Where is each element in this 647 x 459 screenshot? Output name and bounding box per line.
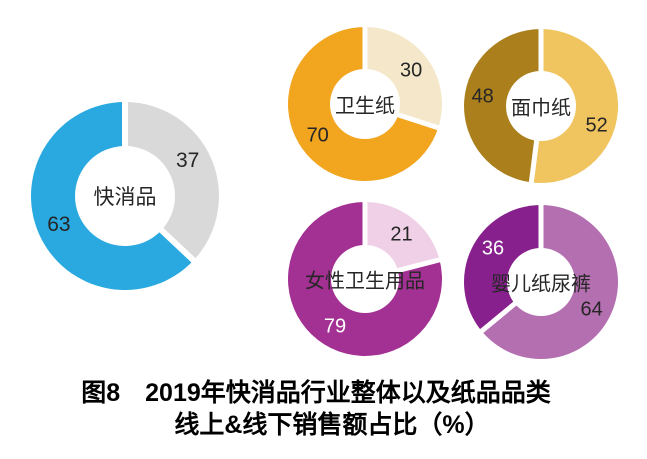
slice-value-label: 30	[399, 59, 423, 81]
donut-title: 女性卫生用品	[305, 270, 425, 293]
figure-caption: 图8 2019年快消品行业整体以及纸品品类 线上&线下销售额占比（%）	[4, 377, 628, 441]
donut-title: 婴儿纸尿裤	[491, 273, 591, 296]
donut-hole	[507, 248, 575, 316]
slice-value-label: 63	[47, 212, 71, 236]
donut-hole	[331, 245, 399, 313]
slice-value-label: 21	[390, 223, 413, 246]
donut-slice	[464, 29, 541, 183]
donut-title: 卫生纸	[335, 95, 395, 118]
slice-value-label: 37	[176, 148, 200, 172]
slice-value-label: 52	[585, 114, 608, 137]
slice-value-label: 36	[481, 237, 505, 260]
slice-value-label: 48	[471, 85, 494, 108]
caption-line-1: 图8 2019年快消品行业整体以及纸品品类	[81, 379, 551, 407]
donut-title: 快消品	[93, 186, 157, 209]
donut-hole	[506, 71, 576, 141]
donut-hole	[75, 146, 175, 246]
donut-hole	[330, 69, 400, 139]
donut-slice	[464, 205, 541, 332]
slice-value-label: 70	[306, 124, 329, 147]
slice-value-label: 64	[580, 298, 603, 321]
slice-value-label: 79	[323, 315, 347, 338]
caption-line-2: 线上&线下销售额占比（%）	[174, 411, 490, 439]
donut-title: 面巾纸	[511, 97, 571, 120]
